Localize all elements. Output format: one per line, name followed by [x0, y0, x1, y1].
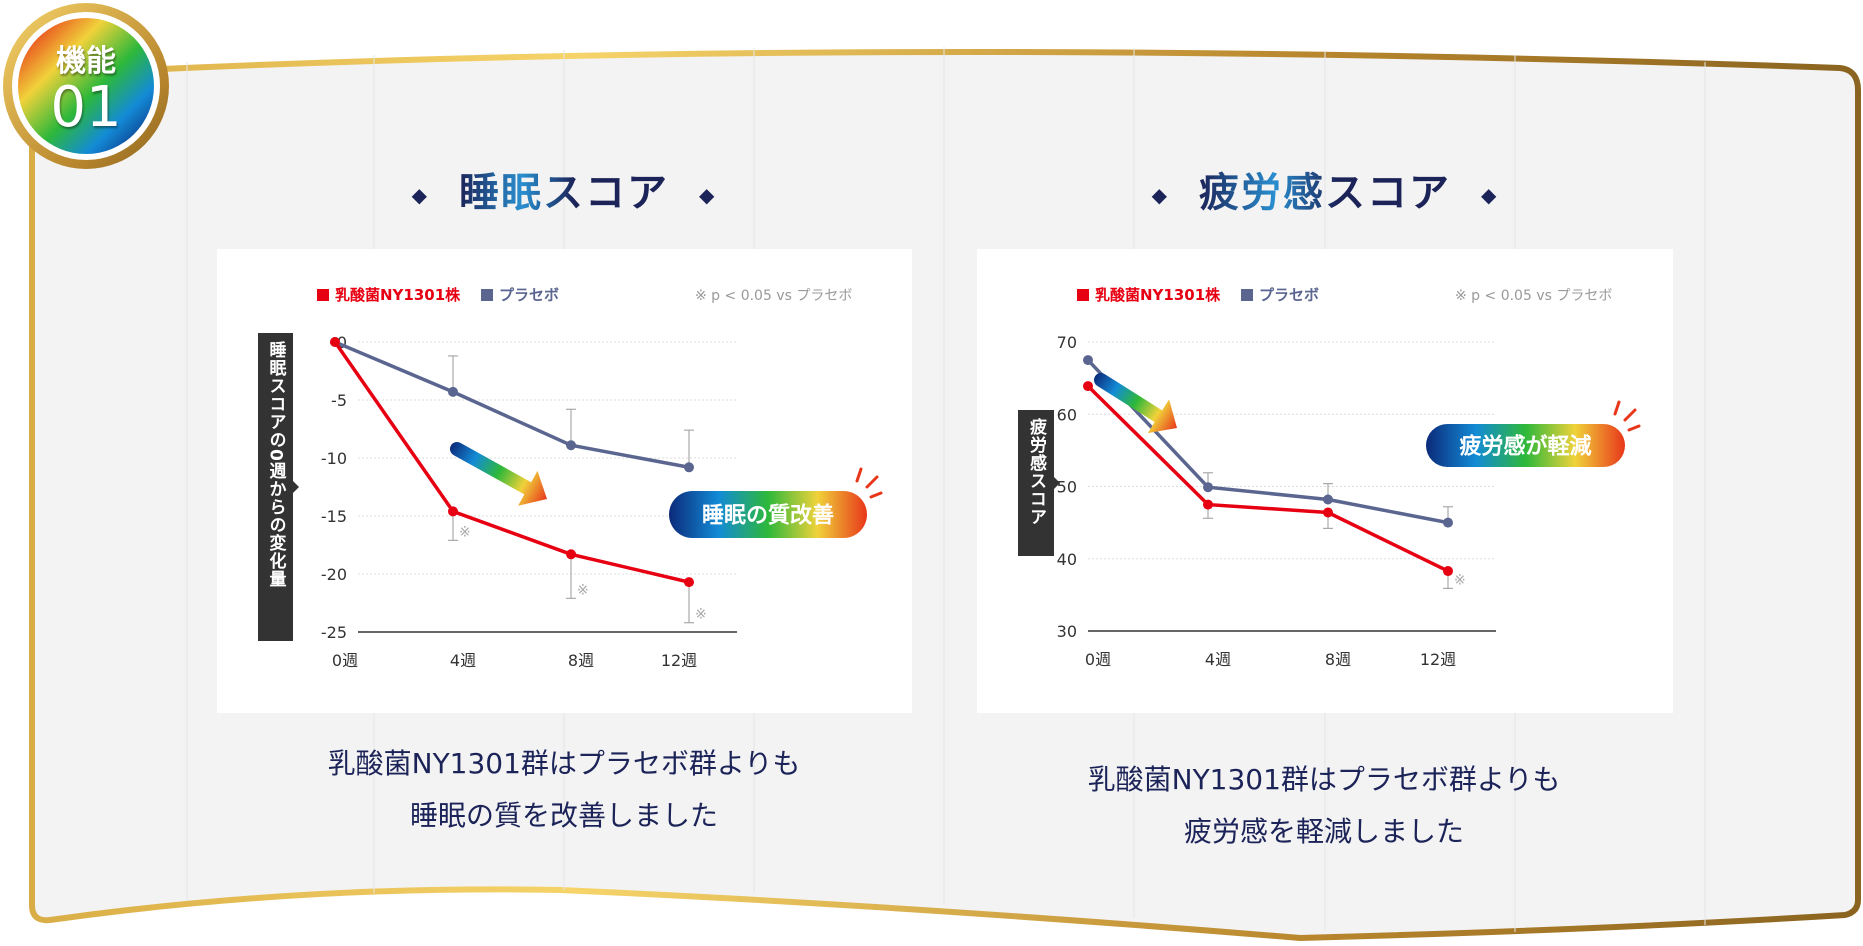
callout-label: 睡眠の質改善	[702, 503, 834, 529]
placebo-point	[1203, 482, 1213, 493]
ny1301-point	[330, 337, 340, 347]
diamond-icon: ◆	[1481, 183, 1499, 207]
y-tick-label: 30	[1057, 622, 1077, 641]
ny1301-point	[1203, 499, 1213, 510]
significance-mark: ※	[1454, 572, 1466, 588]
significance-mark: ※	[577, 582, 589, 598]
sleep-caption: 乳酸菌NY1301群はプラセボ群よりも 睡眠の質を改善しました	[327, 747, 801, 832]
y-tick-label: 0	[337, 333, 347, 352]
placebo-point	[448, 386, 458, 397]
legend-label-placebo: プラセボ	[1259, 286, 1319, 304]
legend-label-ny1301: 乳酸菌NY1301株	[1095, 286, 1221, 304]
sparkle-icon	[1613, 400, 1641, 432]
fatigue-score-title: ◆ 疲労感スコア ◆	[1151, 170, 1499, 216]
placebo-point	[1323, 494, 1333, 505]
legend-swatch-placebo	[1241, 289, 1253, 301]
sleep-chart-card: 乳酸菌NY1301株 プラセボ ※ p < 0.05 vs プラセボ睡眠スコアの0週…	[217, 249, 912, 713]
y-axis-label: 疲労感スコア	[1026, 417, 1047, 526]
placebo-point	[1443, 517, 1453, 528]
y-tick-label: -20	[321, 565, 347, 584]
placebo-point	[684, 462, 694, 473]
significance-mark: ※	[695, 607, 707, 623]
x-tick-label: 0週	[332, 651, 358, 670]
y-tick-label: 70	[1057, 333, 1077, 352]
y-tick-label: -25	[321, 623, 347, 642]
placebo-point	[566, 440, 576, 451]
significance-note: ※ p < 0.05 vs プラセボ	[1455, 288, 1612, 304]
x-tick-label: 12週	[1420, 650, 1456, 669]
sleep-score-chart: 乳酸菌NY1301株 プラセボ ※ p < 0.05 vs プラセボ睡眠スコアの0週…	[258, 286, 883, 670]
placebo-point	[1083, 355, 1093, 366]
y-tick-label: 40	[1057, 550, 1077, 569]
ny1301-point	[448, 506, 458, 517]
diamond-icon: ◆	[411, 183, 429, 207]
significance-mark: ※	[459, 524, 471, 540]
y-tick-label: 60	[1057, 405, 1077, 424]
x-tick-label: 0週	[1085, 650, 1111, 669]
diamond-icon: ◆	[1151, 183, 1169, 207]
significance-note: ※ p < 0.05 vs プラセボ	[695, 288, 852, 304]
badge-number: 01	[50, 75, 122, 140]
x-tick-label: 12週	[661, 651, 697, 670]
ny1301-point	[1323, 507, 1333, 518]
y-axis-label-pointer	[293, 481, 299, 493]
sleep-score-title: ◆ 睡眠スコア ◆	[411, 170, 717, 216]
feature-badge: 機能 01	[3, 3, 169, 169]
y-axis-label: 睡眠スコアの0週からの変化量	[266, 340, 287, 588]
ny1301-point	[684, 577, 694, 588]
y-tick-label: -10	[321, 449, 347, 468]
ny1301-line	[1086, 384, 1449, 573]
y-tick-label: 50	[1057, 478, 1077, 497]
ny1301-point	[566, 549, 576, 560]
ny1301-point	[1083, 381, 1093, 392]
y-axis-label-box	[1018, 410, 1054, 556]
legend-label-ny1301: 乳酸菌NY1301株	[335, 286, 461, 304]
callout-pill	[669, 491, 867, 538]
diamond-icon: ◆	[699, 183, 717, 207]
trend-arrow-icon	[1094, 373, 1177, 434]
legend-label-placebo: プラセボ	[499, 286, 559, 304]
fatigue-caption: 乳酸菌NY1301群はプラセボ群よりも 疲労感を軽減しました	[1087, 763, 1561, 848]
ny1301-line	[333, 340, 690, 584]
callout-label: 疲労感が軽減	[1459, 434, 1591, 460]
x-tick-label: 4週	[450, 651, 476, 670]
trend-arrow-icon	[450, 442, 547, 506]
x-tick-label: 4週	[1205, 650, 1231, 669]
y-tick-label: -5	[331, 391, 347, 410]
placebo-line	[1086, 358, 1449, 525]
y-axis-label-pointer	[1054, 477, 1060, 489]
legend-swatch-ny1301	[1077, 289, 1089, 301]
ny1301-point	[1443, 566, 1453, 577]
callout-pill	[1426, 424, 1625, 467]
legend-swatch-ny1301	[317, 289, 329, 301]
fatigue-chart-card: 乳酸菌NY1301株 プラセボ ※ p < 0.05 vs プラセボ疲労感スコア 70…	[977, 249, 1673, 713]
placebo-line	[334, 340, 690, 470]
x-tick-label: 8週	[568, 651, 594, 670]
legend-swatch-placebo	[481, 289, 493, 301]
y-axis-label-box	[258, 333, 293, 641]
x-tick-label: 8週	[1325, 650, 1351, 669]
sparkle-icon	[855, 467, 883, 499]
y-tick-label: -15	[321, 507, 347, 526]
badge-label: 機能	[56, 44, 116, 79]
